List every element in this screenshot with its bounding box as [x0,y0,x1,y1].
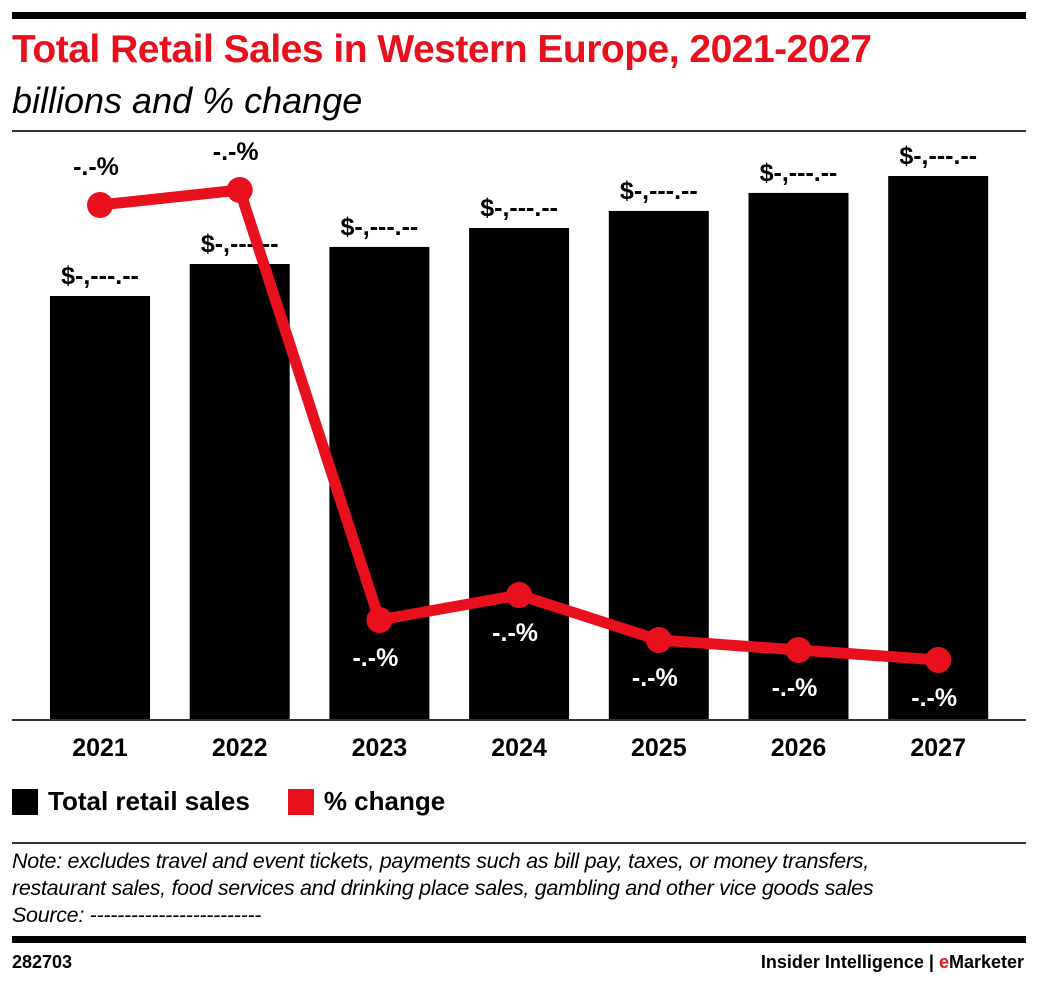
x-tick-2023: 2023 [352,734,408,762]
x-tick-2022: 2022 [212,734,268,762]
bar-label-2026: $-,---.-- [760,159,838,187]
x-tick-2025: 2025 [631,734,687,762]
change-label-2025: -.-% [632,664,678,692]
x-tick-2026: 2026 [771,734,827,762]
note-line-2: restaurant sales, food services and drin… [12,876,874,900]
x-tick-2027: 2027 [910,734,966,762]
change-label-2021: -.-% [73,153,119,181]
note: Note: excludes travel and event tickets,… [12,848,874,929]
change-point-2023 [366,607,393,633]
chart-subtitle: billions and % change [12,80,363,121]
brand-marketer: Marketer [948,952,1024,972]
legend-swatch-sales [12,788,38,815]
brand-insider: Insider Intelligence | [760,952,939,972]
legend-swatch-change [287,788,314,815]
bar-label-2022: $-,---.-- [201,230,279,258]
legend-label-sales: Total retail sales [48,786,250,816]
bar-label-2021: $-,---.-- [61,262,139,290]
bar-label-2023: $-,---.-- [341,213,419,241]
header-divider [12,130,1026,132]
legend-label-change: % change [323,786,446,816]
change-point-2027 [925,647,952,673]
change-label-2022: -.-% [213,138,259,166]
change-label-2026: -.-% [772,674,818,702]
legend: Total retail sales % change [12,786,445,817]
bar-label-2025: $-,---.-- [620,177,698,205]
bar-label-2024: $-,---.-- [480,194,558,222]
bar-2027 [888,176,989,720]
bar-label-2027: $-,---.-- [899,142,977,170]
change-point-2026 [785,637,812,663]
bar-2022 [189,264,290,720]
bar-2021 [50,296,150,720]
bar-2026 [748,192,849,720]
top-rule [12,12,1026,19]
change-label-2027: -.-% [911,684,957,712]
brand-e: e [938,952,949,972]
bar-2023 [329,246,430,720]
change-label-2024: -.-% [492,619,538,647]
x-tick-2024: 2024 [491,734,547,762]
brand: Insider Intelligence | eMarketer [761,952,1024,973]
bottom-rule [12,936,1026,943]
chart-id: 282703 [12,952,73,972]
change-label-2023: -.-% [352,644,398,672]
note-divider [12,842,1026,844]
chart-title: Total Retail Sales in Western Europe, 20… [12,28,872,71]
change-point-2022 [226,177,253,203]
source: Source: ------------------------- [12,903,262,927]
change-point-2025 [645,627,672,653]
note-line-1: Note: excludes travel and event tickets,… [12,849,869,873]
x-tick-2021: 2021 [72,734,128,762]
bar-2024 [469,228,570,720]
change-point-2021 [87,192,113,218]
change-point-2024 [506,582,533,608]
